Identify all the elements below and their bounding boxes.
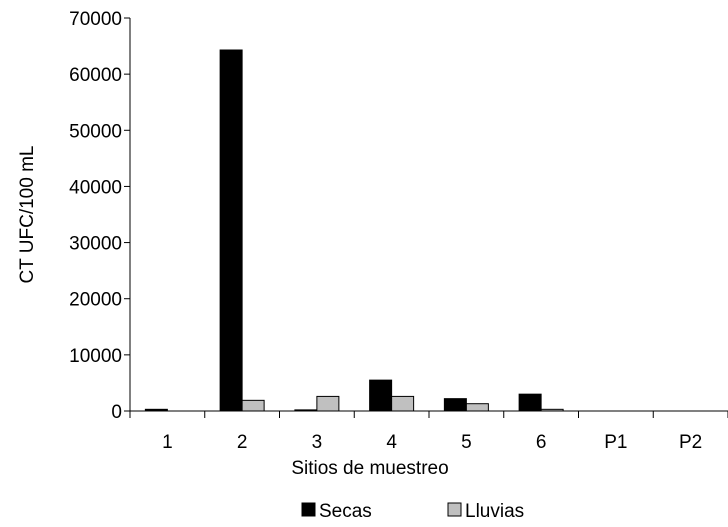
- y-axis-ticks: 0 10000 20000 30000 40000 50000 60000 70000: [69, 9, 130, 423]
- x-tick-label: 1: [162, 432, 173, 453]
- bar-lluvias-5: [465, 403, 489, 412]
- legend-label-lluvias: Lluvias: [465, 501, 524, 522]
- x-tick-label: P2: [679, 432, 702, 453]
- legend-swatch-secas: [301, 502, 316, 517]
- bar-lluvias-2: [241, 399, 265, 412]
- x-tick-label: 4: [386, 432, 397, 453]
- bar-secas-2: [219, 49, 243, 412]
- y-tick-label: 30000: [69, 234, 122, 255]
- bar-secas-6: [518, 393, 542, 412]
- x-tick-label: 5: [461, 432, 472, 453]
- y-tick-label: 40000: [69, 177, 122, 198]
- bar-secas-5: [443, 398, 467, 412]
- y-axis-title: CT UFC/100 mL: [17, 146, 38, 284]
- y-tick-label: 20000: [69, 290, 122, 311]
- x-axis-title: Sitios de muestreo: [291, 458, 448, 479]
- y-tick-label: 60000: [69, 65, 122, 86]
- x-axis-ticks: 1 2 3 4 5 6 P1 P2: [129, 411, 728, 453]
- y-tick-label: 50000: [69, 121, 122, 142]
- x-tick-label: P1: [604, 432, 627, 453]
- y-tick-label: 10000: [69, 346, 122, 367]
- legend-swatch-lluvias: [447, 502, 462, 517]
- y-tick-label: 0: [111, 402, 122, 423]
- legend-label-secas: Secas: [319, 501, 372, 522]
- y-tick-label: 70000: [69, 9, 122, 30]
- bar-lluvias-3: [316, 395, 340, 412]
- x-tick-label: 2: [237, 432, 248, 453]
- bar-lluvias-4: [391, 395, 415, 412]
- bars: [144, 49, 564, 412]
- x-tick-label: 6: [536, 432, 547, 453]
- legend: Secas Lluvias: [301, 501, 524, 522]
- x-tick-label: 3: [312, 432, 323, 453]
- bar-secas-4: [369, 379, 393, 412]
